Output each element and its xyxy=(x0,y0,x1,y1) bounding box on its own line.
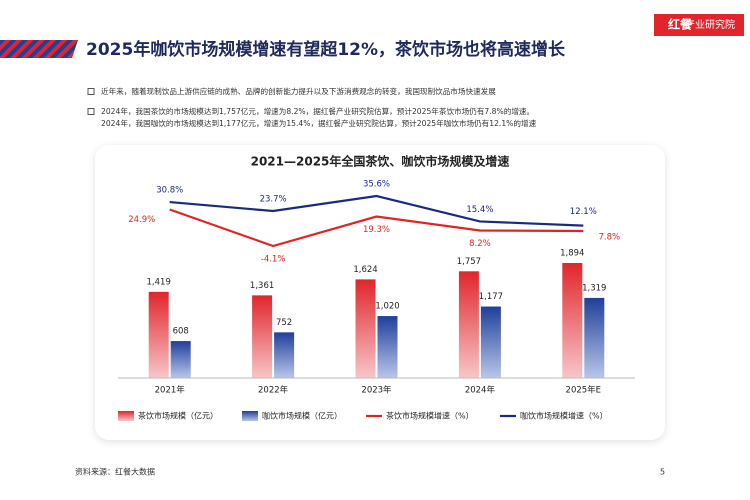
bullet-text: 2024年，我国茶饮的市场规模达到1,757亿元，增速为8.2%，据红餐产业研究… xyxy=(101,106,534,116)
legend-swatch xyxy=(242,411,258,421)
bar-value-label: 608 xyxy=(173,327,189,337)
legend-swatch xyxy=(118,411,134,421)
bar xyxy=(480,306,501,378)
line-value-label: 19.3% xyxy=(363,225,390,235)
line-value-label: 7.8% xyxy=(598,233,620,243)
bar xyxy=(252,295,273,378)
bar xyxy=(377,316,398,378)
line-value-label: 15.4% xyxy=(466,205,493,215)
bar-value-label: 1,177 xyxy=(479,292,503,302)
chart-card xyxy=(95,145,665,440)
bullets: 近年来，随着现制饮品上游供应链的成熟、品牌的创新能力提升以及下游消费观念的转变，… xyxy=(87,86,537,128)
logo-box xyxy=(654,14,744,36)
bar xyxy=(274,332,295,378)
bar-value-label: 1,894 xyxy=(560,249,584,259)
bar xyxy=(170,341,191,378)
header-stripe xyxy=(0,40,78,58)
bar xyxy=(584,297,605,378)
bar-value-label: 1,319 xyxy=(582,283,606,293)
logo-sub: 产业研究院 xyxy=(685,18,735,31)
line-value-label: 23.7% xyxy=(260,194,287,204)
x-tick-label: 2021年 xyxy=(155,385,186,396)
line-value-label: -4.1% xyxy=(261,255,286,265)
line-value-label: 35.6% xyxy=(363,180,390,190)
x-tick-label: 2023年 xyxy=(361,385,392,396)
bullet-marker xyxy=(87,108,95,115)
logo-main: 红餐 xyxy=(668,17,693,32)
bar-value-label: 1,757 xyxy=(457,257,481,267)
page-number: 5 xyxy=(660,468,665,477)
line-value-label: 8.2% xyxy=(469,239,491,249)
bar xyxy=(458,271,479,378)
chart-title: 2021—2025年全国茶饮、咖饮市场规模及增速 xyxy=(251,154,510,169)
source: 资料来源：红餐大数据 xyxy=(75,467,155,477)
legend-label: 茶饮市场规模（亿元） xyxy=(138,411,218,421)
bullet-marker xyxy=(87,88,95,95)
bar-value-label: 1,624 xyxy=(353,265,377,275)
line-value-label: 30.8% xyxy=(156,186,183,196)
line xyxy=(169,194,584,227)
x-tick-label: 2025年E xyxy=(566,385,602,396)
x-tick-label: 2024年 xyxy=(465,385,496,396)
bar xyxy=(562,263,583,378)
line-value-label: 12.1% xyxy=(570,207,597,217)
bar-value-label: 1,361 xyxy=(250,281,274,291)
bar-value-label: 1,419 xyxy=(147,277,171,287)
line xyxy=(169,208,584,248)
bar xyxy=(355,279,376,378)
bar xyxy=(148,291,169,378)
slide-title: 2025年咖饮市场规模增速有望超12%，茶饮市场也将高速增长 xyxy=(86,39,566,60)
legend-label: 茶饮市场规模增速（%） xyxy=(386,411,474,421)
plot: 1,419 1,361 1,624 1,757 1,894 608 752 1,020 1,17… xyxy=(118,180,635,421)
line-value-label: 24.9% xyxy=(128,215,155,225)
bar-value-label: 752 xyxy=(276,318,292,328)
bullet-text: 2024年，我国咖饮的市场规模达到1,177亿元，增速为15.4%，据红餐产业研… xyxy=(101,118,537,128)
x-tick-label: 2022年 xyxy=(258,385,289,396)
bar-value-label: 1,020 xyxy=(375,302,399,312)
legend-label: 咖饮市场规模（亿元） xyxy=(262,411,342,421)
bullet-text: 近年来，随着现制饮品上游供应链的成熟、品牌的创新能力提升以及下游消费观念的转变，… xyxy=(101,86,496,96)
legend-label: 咖饮市场规模增速（%） xyxy=(520,411,608,421)
